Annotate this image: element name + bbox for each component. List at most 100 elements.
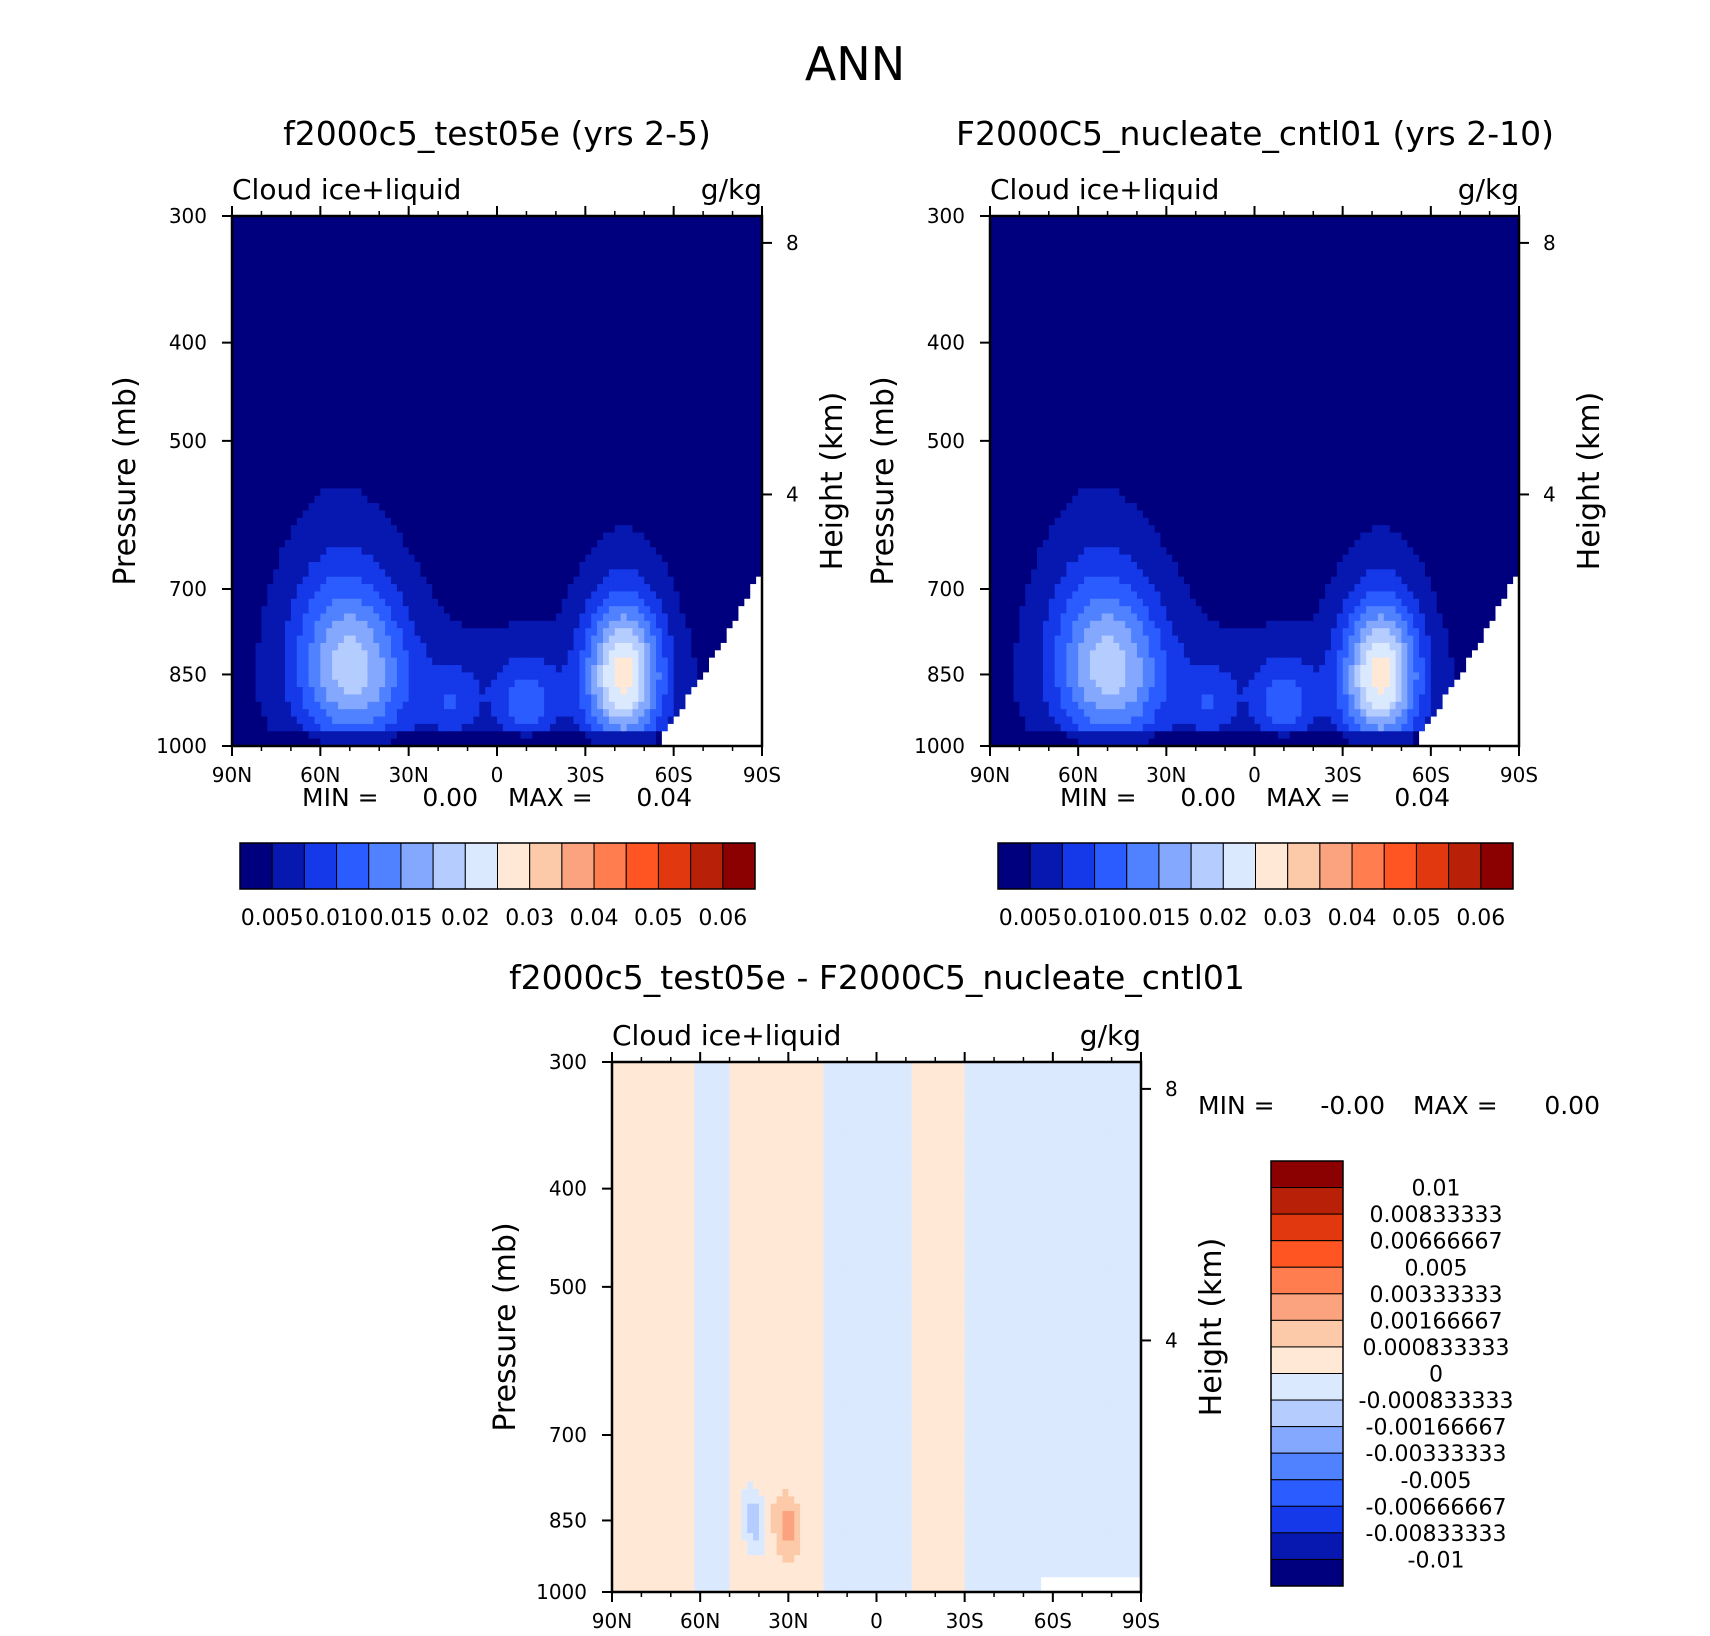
field-cell (661, 517, 669, 526)
field-cell (479, 400, 486, 408)
field-cell (379, 363, 386, 372)
field-cell (373, 260, 380, 269)
field-cell (267, 606, 274, 615)
field-cell (532, 245, 539, 254)
field-cell (491, 252, 498, 261)
field-cell (626, 598, 634, 607)
field-cell (414, 230, 422, 239)
field-cell (373, 223, 380, 232)
field-cell (732, 238, 740, 247)
field-cell (491, 407, 498, 416)
field-cell (567, 216, 575, 224)
field-cell (302, 355, 310, 364)
field-cell (361, 473, 369, 482)
field-cell (744, 333, 751, 342)
field-cell (467, 576, 475, 585)
field-cell (714, 216, 722, 224)
field-cell (720, 576, 728, 585)
field-cell (685, 613, 692, 622)
field-cell (497, 554, 504, 563)
field-cell (591, 370, 598, 379)
field-cell (644, 370, 651, 379)
field-cell (402, 385, 410, 394)
field-cell (308, 348, 316, 357)
field-cell (361, 532, 369, 541)
field-cell (502, 282, 510, 291)
field-cell (243, 319, 251, 328)
field-cell (703, 554, 710, 563)
field-cell (449, 554, 457, 563)
field-cell (385, 444, 392, 453)
field-cell (714, 436, 722, 445)
field-cell (467, 392, 475, 401)
field-cell (267, 267, 274, 276)
field-cell (520, 377, 528, 386)
field-cell (591, 341, 598, 350)
field-cell (414, 620, 422, 629)
field-cell (520, 488, 528, 497)
field-cell (479, 444, 486, 453)
field-cell (738, 503, 745, 512)
field-cell (750, 547, 757, 556)
field-cell (461, 620, 469, 629)
field-cell (326, 444, 333, 453)
field-cell (714, 223, 722, 232)
field-cell (396, 576, 404, 585)
field-cell (726, 296, 734, 305)
field-cell (249, 488, 257, 497)
field-cell (538, 547, 545, 556)
field-cell (632, 326, 639, 335)
field-cell (508, 532, 516, 541)
field-cell (573, 319, 581, 328)
field-cell (285, 554, 292, 563)
field-cell (526, 510, 533, 519)
field-cell (697, 216, 704, 224)
field-cell (426, 326, 433, 335)
field-cell (679, 576, 687, 585)
field-cell (320, 348, 327, 357)
field-cell (555, 311, 563, 320)
field-cell (644, 517, 651, 526)
field-cell (320, 363, 327, 372)
field-cell (638, 591, 645, 600)
field-cell (608, 230, 616, 239)
field-cell (679, 547, 687, 556)
field-cell (414, 444, 422, 453)
field-cell (279, 569, 286, 578)
field-cell (355, 282, 363, 291)
field-cell (685, 348, 692, 357)
field-cell (326, 282, 333, 291)
field-cell (691, 355, 698, 364)
field-cell (709, 569, 716, 578)
field-cell (426, 333, 433, 342)
field-cell (308, 547, 316, 556)
field-cell (726, 473, 734, 482)
field-cell (385, 539, 392, 548)
field-cell (273, 326, 280, 335)
field-cell (638, 547, 645, 556)
field-cell (296, 267, 304, 276)
field-cell (349, 554, 357, 563)
field-cell (385, 355, 392, 364)
field-cell (449, 495, 457, 504)
field-cell (614, 481, 622, 489)
field-cell (314, 429, 321, 438)
field-cell (285, 348, 292, 357)
field-cell (314, 525, 321, 534)
field-cell (255, 495, 263, 504)
field-cell (461, 260, 469, 269)
field-cell (567, 606, 575, 615)
field-cell (332, 230, 339, 239)
field-cell (320, 481, 327, 489)
field-cell (232, 495, 239, 504)
field-cell (402, 539, 410, 548)
field-cell (296, 466, 304, 475)
field-cell (391, 296, 398, 305)
field-cell (597, 510, 604, 519)
field-cell (396, 319, 404, 328)
field-cell (650, 539, 657, 548)
field-cell (709, 355, 716, 364)
field-cell (473, 444, 480, 453)
field-cell (332, 569, 339, 578)
field-cell (332, 245, 339, 254)
